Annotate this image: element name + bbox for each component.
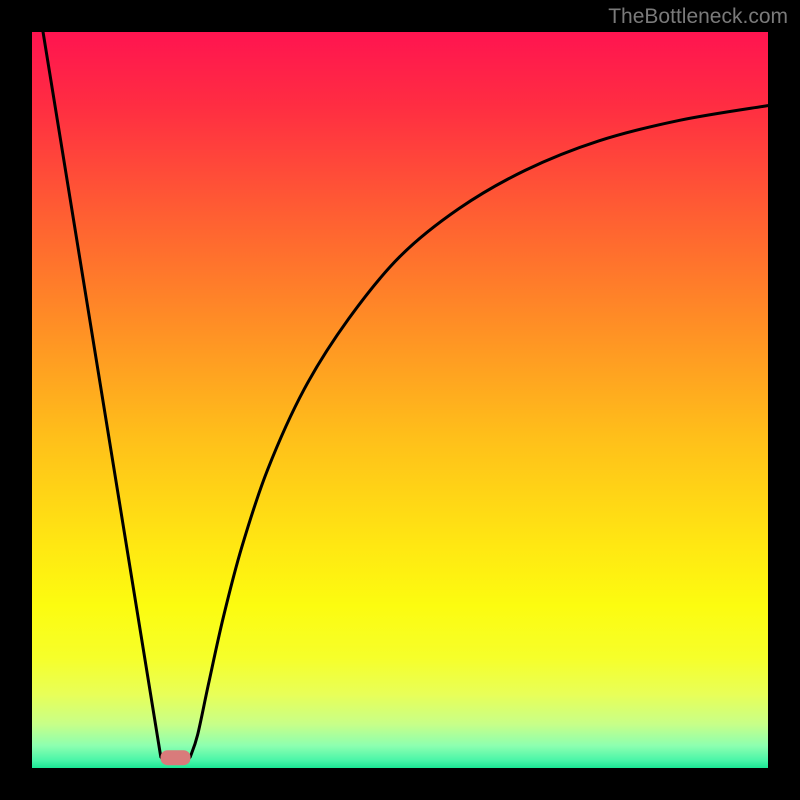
gradient-background <box>32 32 768 768</box>
bottleneck-chart <box>0 0 800 800</box>
minimum-marker <box>161 750 191 765</box>
chart-container: TheBottleneck.com <box>0 0 800 800</box>
